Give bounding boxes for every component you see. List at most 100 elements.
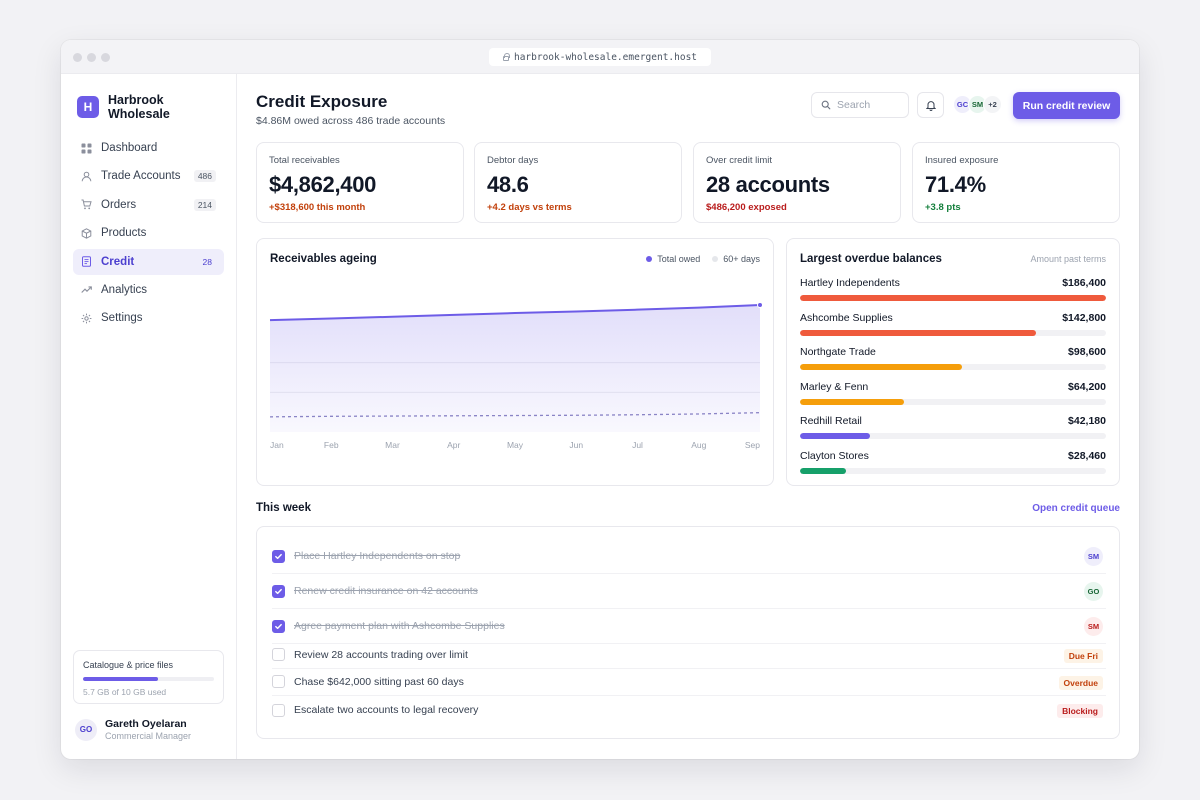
sidebar-item-credit[interactable]: Credit 28 bbox=[73, 248, 224, 275]
task-text[interactable]: Escalate two accounts to legal recovery bbox=[294, 704, 479, 716]
overdue-balances-card: Largest overdue balances Amount past ter… bbox=[786, 238, 1120, 486]
address-bar[interactable]: harbrook-wholesale.emergent.host bbox=[489, 48, 711, 66]
task-checkbox[interactable] bbox=[272, 549, 285, 563]
brand-name: Harbrook Wholesale bbox=[108, 93, 170, 121]
series-area-total-owed bbox=[270, 304, 760, 432]
task-row: Escalate two accounts to legal recovery B… bbox=[272, 696, 1106, 724]
overdue-bar-fill bbox=[800, 329, 1036, 336]
avatar: GO bbox=[75, 718, 97, 741]
x-tick-label: Mar bbox=[385, 440, 400, 450]
task-checkbox[interactable] bbox=[272, 584, 285, 598]
overdue-bar-track bbox=[800, 398, 1106, 405]
receivables-ageing-card: Receivables ageing Total owed 60+ days J… bbox=[256, 238, 774, 486]
sidebar-item-settings[interactable]: Settings bbox=[73, 305, 224, 331]
sidebar-item-analytics[interactable]: Analytics bbox=[73, 277, 224, 303]
window-maximize-dot[interactable] bbox=[101, 53, 110, 62]
task-text[interactable]: Place Hartley Independents on stop bbox=[294, 550, 461, 562]
stat-card-insured-exposure: Insured exposure 71.4% +3.8 pts bbox=[912, 142, 1120, 223]
search-icon bbox=[821, 100, 831, 110]
task-text[interactable]: Renew credit insurance on 42 accounts bbox=[294, 585, 478, 597]
sidebar-item-label: Products bbox=[101, 227, 147, 240]
series-endpoint-total-owed bbox=[757, 301, 763, 308]
overdue-title: Largest overdue balances bbox=[800, 253, 942, 265]
notifications-button[interactable] bbox=[917, 92, 944, 118]
stat-delta: +3.8 pts bbox=[925, 202, 961, 213]
sidebar-item-orders[interactable]: Orders 214 bbox=[73, 192, 224, 218]
search-input[interactable]: Search bbox=[811, 92, 909, 118]
check-icon bbox=[275, 553, 282, 559]
overdue-bar-fill bbox=[800, 467, 846, 474]
sidebar: H Harbrook Wholesale Dashboard Trade Acco… bbox=[61, 74, 237, 759]
stat-card-over-credit-limit: Over credit limit 28 accounts $486,200 e… bbox=[693, 142, 901, 223]
legend-dot bbox=[712, 256, 719, 262]
task-row: Renew credit insurance on 42 accounts GO bbox=[272, 574, 1106, 609]
window-minimize-dot[interactable] bbox=[87, 53, 96, 62]
stat-delta: $486,200 exposed bbox=[706, 202, 787, 213]
overdue-row[interactable]: Northgate Trade $98,600 bbox=[800, 346, 1106, 370]
task-checkbox[interactable] bbox=[272, 619, 285, 633]
brand-logo: H bbox=[77, 96, 99, 118]
sidebar-item-label: Settings bbox=[101, 312, 143, 325]
sidebar-item-label: Credit bbox=[101, 255, 135, 268]
overdue-row[interactable]: Ashcombe Supplies $142,800 bbox=[800, 312, 1106, 336]
legend-item-total-owed: Total owed bbox=[646, 254, 700, 264]
sidebar-item-label: Analytics bbox=[101, 283, 148, 296]
overdue-amount: $98,600 bbox=[1068, 346, 1106, 358]
x-tick-label: Apr bbox=[447, 440, 460, 450]
overdue-bar-track bbox=[800, 329, 1106, 336]
chart-legend: Total owed 60+ days bbox=[646, 254, 760, 264]
document-icon bbox=[81, 256, 92, 267]
task-text[interactable]: Chase $642,000 sitting past 60 days bbox=[294, 675, 464, 688]
sidebar-item-trade-accounts[interactable]: Trade Accounts 486 bbox=[73, 163, 224, 189]
account-name: Redhill Retail bbox=[800, 415, 862, 427]
task-checkbox[interactable] bbox=[272, 648, 285, 661]
user-role: Commercial Manager bbox=[105, 731, 192, 741]
lock-icon bbox=[502, 52, 510, 61]
series-line-60-plus-days bbox=[269, 412, 761, 418]
count-badge: 486 bbox=[193, 170, 216, 183]
x-tick-label: May bbox=[507, 440, 524, 450]
sidebar-item-label: Dashboard bbox=[101, 142, 158, 154]
overdue-bar-track bbox=[800, 467, 1106, 474]
storage-card[interactable]: Catalogue & price files 5.7 GB of 10 GB … bbox=[73, 650, 224, 704]
task-text[interactable]: Review 28 accounts trading over limit bbox=[294, 648, 468, 661]
overdue-subtitle: Amount past terms bbox=[1030, 254, 1106, 264]
stat-label: Over credit limit bbox=[706, 155, 772, 166]
window-close-dot[interactable] bbox=[73, 53, 82, 62]
account-name: Northgate Trade bbox=[800, 346, 876, 358]
overdue-row[interactable]: Redhill Retail $42,180 bbox=[800, 415, 1106, 439]
task-row: Place Hartley Independents on stop SM bbox=[272, 539, 1106, 574]
task-checkbox[interactable] bbox=[272, 703, 285, 717]
sidebar-item-products[interactable]: Products bbox=[73, 220, 224, 246]
page-title: Credit Exposure bbox=[256, 92, 388, 111]
overdue-bar-fill bbox=[800, 433, 871, 439]
assignee-avatar[interactable]: GO bbox=[1084, 581, 1103, 601]
overdue-row[interactable]: Clayton Stores $28,460 bbox=[800, 450, 1106, 474]
overdue-row[interactable]: Marley & Fenn $64,200 bbox=[800, 381, 1106, 405]
legend-dot bbox=[646, 256, 653, 262]
overdue-bar-fill bbox=[800, 364, 963, 370]
storage-usage-text: 5.7 GB of 10 GB used bbox=[83, 687, 167, 697]
check-icon bbox=[275, 623, 282, 629]
search-placeholder: Search bbox=[837, 99, 871, 111]
run-credit-review-button[interactable]: Run credit review bbox=[1013, 92, 1120, 119]
overdue-bar-track bbox=[800, 295, 1106, 301]
status-badge: Blocking bbox=[1057, 704, 1103, 718]
collaborator-avatars[interactable]: GC SM +2 bbox=[953, 95, 1002, 114]
assignee-avatar[interactable]: SM bbox=[1084, 616, 1103, 636]
overdue-amount: $42,180 bbox=[1068, 415, 1106, 427]
sidebar-item-dashboard[interactable]: Dashboard bbox=[73, 135, 224, 161]
open-credit-queue-link[interactable]: Open credit queue bbox=[1032, 503, 1120, 514]
stat-label: Total receivables bbox=[269, 155, 340, 166]
status-badge: Due Fri bbox=[1063, 648, 1103, 663]
x-tick-label: Jan bbox=[270, 440, 284, 450]
assignee-avatar[interactable]: SM bbox=[1084, 546, 1103, 566]
task-checkbox[interactable] bbox=[272, 675, 285, 688]
task-row: Agree payment plan with Ashcombe Supplie… bbox=[272, 609, 1106, 644]
user-profile[interactable]: GO Gareth Oyelaran Commercial Manager bbox=[75, 718, 191, 741]
overdue-row[interactable]: Hartley Independents $186,400 bbox=[800, 277, 1106, 301]
task-text[interactable]: Agree payment plan with Ashcombe Supplie… bbox=[294, 620, 505, 632]
bell-icon bbox=[925, 100, 936, 111]
brand[interactable]: H Harbrook Wholesale bbox=[77, 93, 178, 121]
series-line-total-owed bbox=[269, 303, 761, 322]
